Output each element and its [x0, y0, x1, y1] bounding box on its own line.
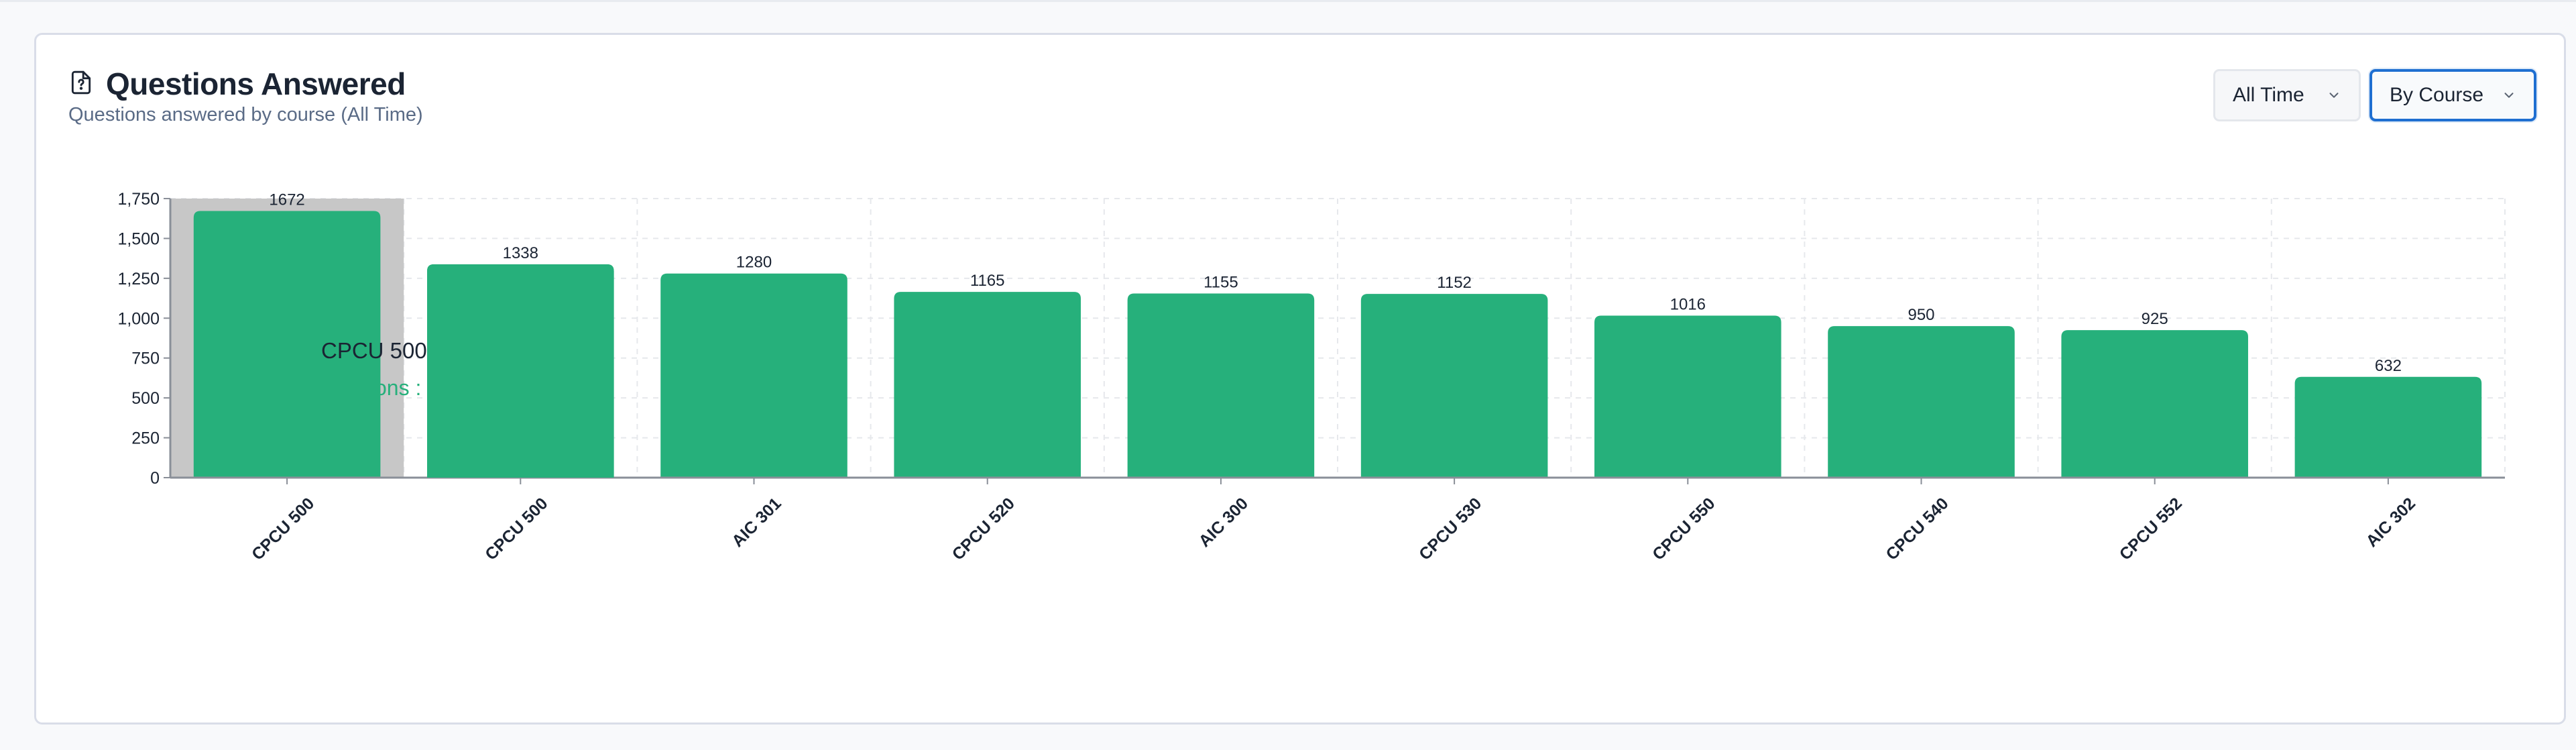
data-label: 1152 [1437, 274, 1472, 292]
x-tick-label: CPCU 550 [1649, 494, 1718, 564]
x-tick-label: AIC 301 [728, 494, 785, 551]
data-label: 1338 [503, 244, 538, 262]
time-range-select[interactable]: All Time [2213, 69, 2361, 121]
questions-answered-card: Questions Answered Questions answered by… [34, 33, 2566, 725]
bar [660, 273, 847, 478]
y-tick-label: 1,750 [117, 190, 160, 209]
bar-chart: 0 250 500 750 1,000 1,250 1,500 1,750 1672 CPCU 5… [117, 190, 2506, 564]
card-subtitle: Questions answered by course (All Time) [68, 104, 423, 125]
x-tick-label: CPCU 520 [949, 494, 1018, 564]
y-tick-label: 1,500 [117, 229, 160, 248]
card-header: Questions Answered [68, 66, 406, 102]
bar [193, 211, 381, 478]
x-tick-label: CPCU 500 [481, 494, 551, 564]
bar [2294, 376, 2482, 478]
top-divider [0, 0, 2576, 2]
bar [2061, 330, 2248, 478]
bar [1360, 294, 1548, 478]
bar [1594, 315, 1781, 478]
data-label: 950 [1908, 306, 1934, 324]
data-label: 1155 [1204, 273, 1238, 291]
group-by-value: By Course [2390, 84, 2484, 106]
bar [1828, 326, 2015, 478]
y-tick-label: 1,000 [117, 309, 160, 328]
bar-overlay [427, 264, 614, 478]
data-label: 1165 [970, 272, 1005, 290]
x-tick-label: CPCU 530 [1415, 494, 1485, 564]
data-label: 632 [2375, 357, 2402, 375]
chart-area: 0 250 500 750 1,000 1,250 1,500 1,750 1672 CPCU 5… [36, 35, 2568, 727]
y-tick-label: 250 [131, 429, 160, 448]
x-tick-label: AIC 302 [2362, 494, 2419, 551]
time-range-value: All Time [2233, 84, 2304, 106]
group-by-select[interactable]: By Course [2369, 69, 2536, 121]
y-tick-label: 750 [131, 350, 160, 368]
x-tick-label: CPCU 540 [1882, 494, 1952, 564]
data-label: 1280 [736, 254, 772, 272]
chevron-down-icon [2504, 93, 2514, 98]
x-tick-label: CPCU 552 [2116, 494, 2186, 564]
help-document-icon [68, 70, 94, 99]
y-tick-label: 500 [131, 389, 160, 408]
page-title: Questions Answered [106, 66, 406, 101]
data-label: 1016 [1670, 295, 1706, 313]
chevron-down-icon [2329, 93, 2339, 98]
y-tick-label: 0 [150, 469, 160, 488]
y-tick-label: 1,250 [117, 270, 160, 288]
x-tick-label: AIC 300 [1195, 494, 1252, 551]
x-tick-label: CPCU 500 [248, 494, 318, 564]
bar [1127, 293, 1315, 478]
data-label: 1672 [269, 191, 304, 209]
bar [894, 292, 1081, 478]
tooltip-value: ons : [375, 376, 421, 400]
data-label: 925 [2142, 310, 2168, 328]
tooltip-label: CPCU 500 [321, 338, 427, 363]
